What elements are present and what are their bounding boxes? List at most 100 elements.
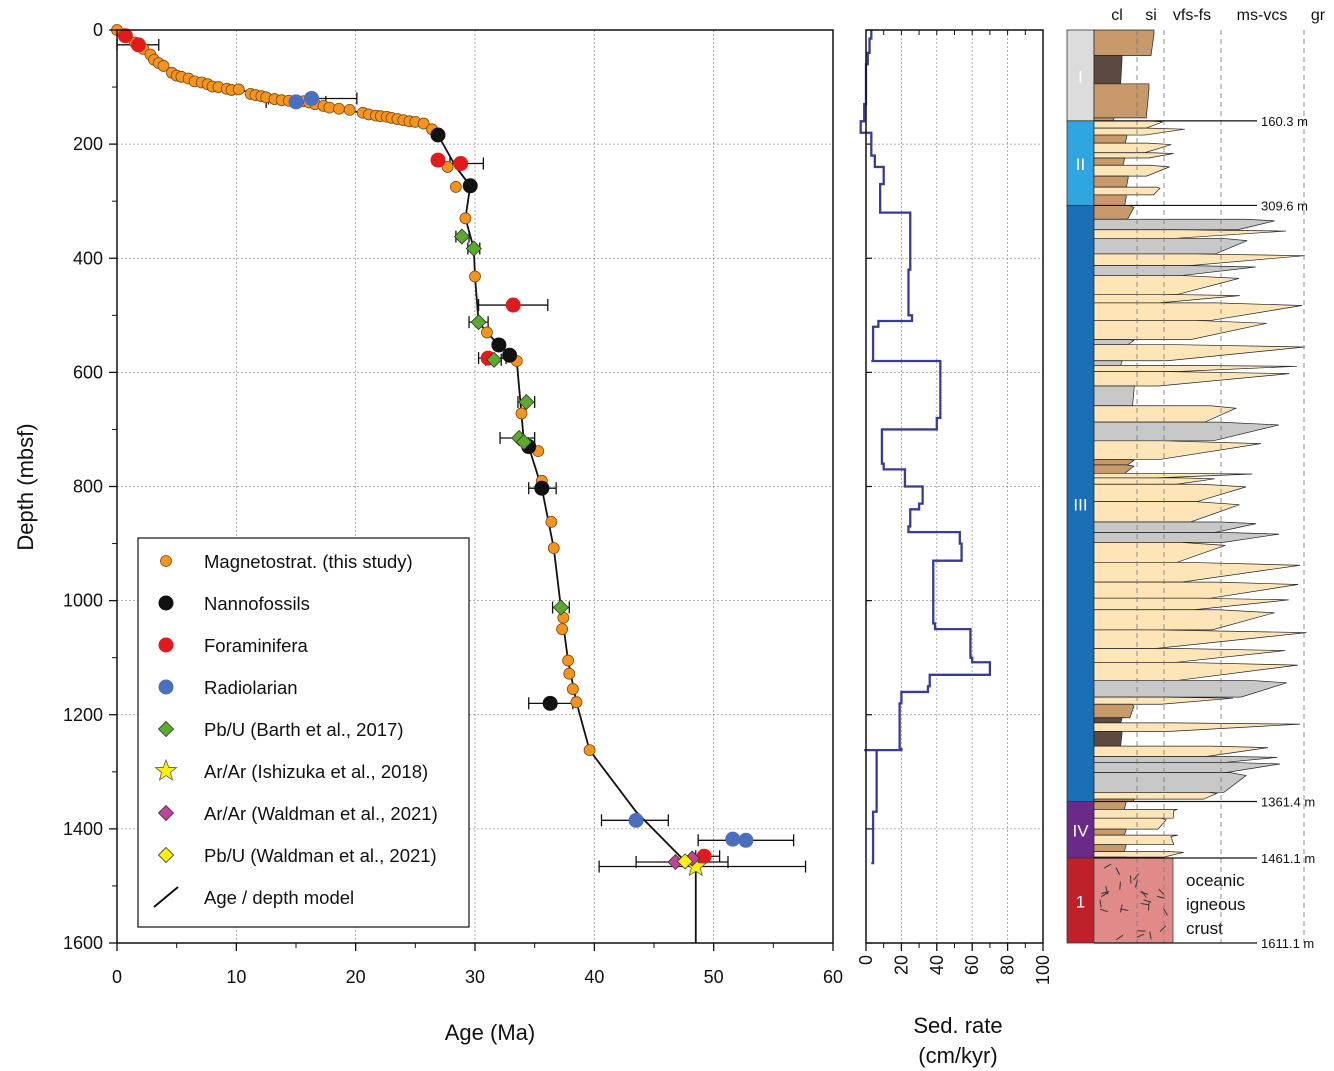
unit-block (1066, 120, 1095, 206)
legend-label: Ar/Ar (Waldman et al., 2021) (204, 803, 438, 824)
log-bed (1093, 717, 1123, 724)
sed-rate-axis-label-line1: Sed. rate (913, 1013, 1002, 1038)
log-bed (1093, 320, 1267, 340)
log-bed (1093, 152, 1174, 159)
crust-hatch (1163, 908, 1168, 916)
crust-label: oceanic (1186, 871, 1245, 890)
pb-u-barth-et-al-2017-point (552, 599, 569, 616)
legend-label: Magnetostrat. (this study) (204, 551, 413, 572)
log-bed (1093, 817, 1167, 830)
legend-label: Age / depth model (204, 887, 354, 908)
legend-marker (153, 886, 179, 908)
x-tick-label: 0 (112, 967, 122, 987)
x-tick-label: 10 (226, 967, 246, 987)
crust-hatch (1134, 879, 1139, 888)
log-bed (1093, 142, 1172, 154)
log-bed (1093, 194, 1127, 206)
grain-size-headers: cl si vfs-fs ms-vcs gr (1111, 7, 1326, 943)
magnetostrat-this-study-point (343, 103, 356, 116)
log-bed (1093, 344, 1305, 362)
nannofossils-point (542, 695, 558, 711)
legend-marker (154, 758, 178, 781)
y-tick-label: 1200 (63, 705, 103, 725)
y-tick-label: 0 (93, 20, 103, 40)
radiolarian-point (288, 94, 304, 110)
log-bed (1093, 731, 1123, 747)
crust-hatch (1120, 908, 1129, 911)
crust-label: igneous (1186, 895, 1246, 914)
log-bed (1093, 253, 1305, 266)
crust-hatch (1140, 891, 1149, 895)
log-bed (1093, 756, 1278, 763)
radiolarian-point (304, 90, 320, 106)
y-tick-label: 1600 (63, 933, 103, 953)
y-tick-label: 800 (73, 477, 103, 497)
unit-label: IV (1072, 822, 1089, 841)
crust-hatch (1156, 895, 1165, 899)
magnetostrat-this-study-point (562, 654, 574, 667)
log-bed (1093, 792, 1219, 800)
y-tick-label: 200 (73, 134, 103, 154)
nannofossils-point (502, 347, 518, 363)
sed-rate-gridlines (866, 29, 1043, 944)
unit-boundary-labels: 160.3 m 309.6 m 1361.4 m 1461.1 m 1611.1 m (1094, 114, 1315, 951)
x-tick-label: 30 (465, 967, 485, 987)
crust-hatch (1103, 863, 1112, 869)
log-bed (1093, 265, 1256, 276)
unit-block (1066, 857, 1095, 944)
legend-marker (158, 595, 174, 611)
nannofossils-point (534, 480, 550, 496)
legend-marker (157, 846, 175, 864)
crust-hatch (1136, 933, 1145, 938)
crust-hatch (1105, 886, 1108, 895)
log-bed (1093, 834, 1179, 845)
boundary-label: 1461.1 m (1261, 851, 1315, 866)
age-axis-label: Age (Ma) (445, 1020, 535, 1045)
log-bed (1093, 127, 1185, 136)
sed-rate-panel: 0 20 40 60 80 100 Sed. rate (cm/kyr) (856, 29, 1053, 1068)
log-bed (1093, 29, 1155, 56)
x-tick-label: 50 (704, 967, 724, 987)
log-bed (1093, 302, 1303, 321)
foraminifera-point (505, 297, 521, 313)
x-tick-label: 100 (1033, 955, 1053, 985)
unit-block (1066, 29, 1095, 122)
foraminifera-point (130, 37, 146, 53)
log-bed (1093, 472, 1253, 479)
grain-size-header: si (1145, 7, 1157, 24)
crust-hatch (1115, 867, 1121, 876)
y-tick-label: 1000 (63, 591, 103, 611)
log-bed (1093, 828, 1127, 836)
log-bed (1093, 597, 1289, 611)
x-tick-label: 20 (346, 967, 366, 987)
log-bed (1093, 237, 1248, 255)
depth-axis-label: Depth (mbsf) (13, 423, 38, 550)
log-bed (1093, 421, 1279, 442)
log-bed (1093, 360, 1123, 366)
log-bed (1093, 440, 1261, 460)
log-bed (1093, 83, 1150, 119)
unit-label: I (1078, 67, 1083, 86)
log-bed (1093, 134, 1128, 144)
log-bed (1093, 483, 1247, 503)
log-bed (1093, 745, 1269, 757)
log-bed (1093, 844, 1127, 852)
crust-hatch (1159, 925, 1167, 932)
log-bed (1093, 365, 1297, 372)
magnetostrat-this-study-point (441, 161, 454, 173)
log-bed (1093, 772, 1247, 793)
legend-box (137, 537, 470, 928)
x-tick-label: 60 (823, 967, 843, 987)
grain-size-header: gr (1311, 7, 1326, 24)
log-bed (1093, 459, 1135, 466)
crust-hatch (1119, 881, 1121, 890)
magnetostrat-this-study-point (232, 83, 245, 96)
crust-hatch (1149, 931, 1152, 940)
legend-marker (158, 637, 174, 653)
legend: Magnetostrat. (this study) Nannofossils Fo… (137, 537, 470, 928)
foraminifera-point (453, 156, 469, 172)
nannofossils-point (491, 337, 507, 353)
magnetostrat-this-study-point (563, 667, 576, 680)
age-data-points (111, 24, 754, 877)
